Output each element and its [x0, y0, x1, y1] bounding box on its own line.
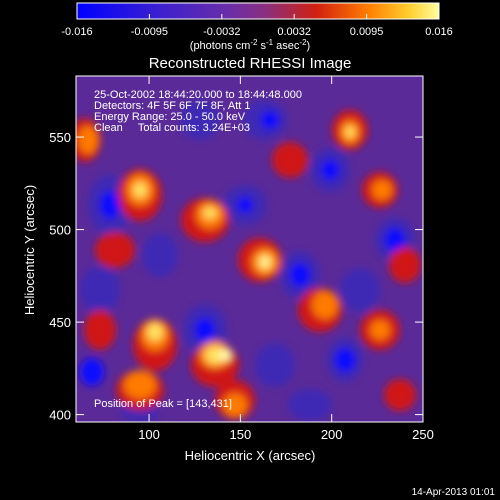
y-axis-label: Heliocentric Y (arcsec): [22, 185, 37, 315]
footer-timestamp: 14-Apr-2013 01:01: [412, 487, 496, 498]
colorbar: [76, 2, 440, 20]
x-axis-ticks: 100 150 200 250: [138, 76, 434, 442]
info-line-clean: Clean Total counts: 3.24E+03: [94, 122, 250, 134]
colorbar-tick-labels: -0.016 -0.0095 -0.0032 0.0032 0.0095 0.016: [61, 26, 452, 38]
colorbar-units: (photons cm-2 s-1 asec-2): [190, 38, 310, 52]
plot-frame: [75, 75, 424, 423]
y-tick-label: 500: [49, 223, 71, 238]
y-tick-label: 400: [49, 408, 71, 423]
x-tick-label: 100: [138, 427, 160, 442]
image-title: Reconstructed RHESSI Image: [149, 55, 352, 72]
observation-info: 25-Oct-2002 18:44:20.000 to 18:44:48.000…: [94, 89, 302, 134]
info-line-time: 25-Oct-2002 18:44:20.000 to 18:44:48.000: [94, 89, 302, 101]
x-tick-label: 150: [230, 427, 252, 442]
y-axis-ticks: 400 450 500 550: [49, 130, 423, 423]
info-line-detectors: Detectors: 4F 5F 6F 7F 8F, Att 1: [94, 100, 251, 112]
y-tick-label: 550: [49, 130, 71, 145]
heatmap-image: [76, 76, 423, 422]
colorbar-tick-label: 0.0095: [350, 26, 384, 38]
peak-position-label: Position of Peak = [143,431]: [94, 398, 232, 410]
x-axis-label: Heliocentric X (arcsec): [185, 448, 316, 463]
y-tick-label: 450: [49, 315, 71, 330]
colorbar-tick-label: -0.016: [61, 26, 92, 38]
colorbar-ticks: [76, 14, 440, 19]
x-tick-label: 200: [321, 427, 343, 442]
x-tick-label: 250: [412, 427, 434, 442]
colorbar-tick-label: 0.016: [425, 26, 453, 38]
info-line-energy: Energy Range: 25.0 - 50.0 keV: [94, 111, 246, 123]
colorbar-tick-label: -0.0095: [131, 26, 168, 38]
colorbar-tick-label: -0.0032: [203, 26, 240, 38]
colorbar-tick-label: 0.0032: [277, 26, 311, 38]
